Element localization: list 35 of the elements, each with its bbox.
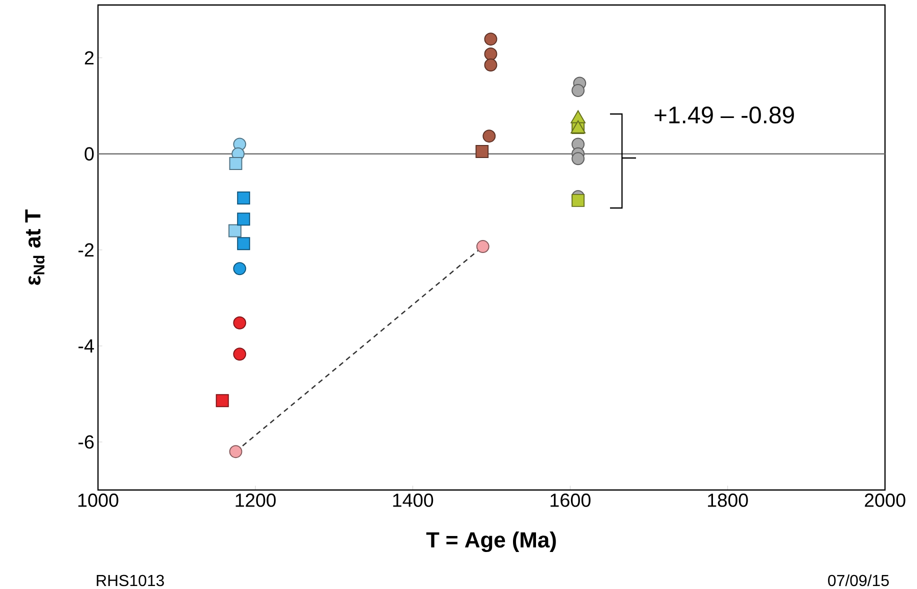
y-tick-label: -2 — [78, 243, 94, 257]
point — [484, 32, 498, 46]
point — [484, 47, 498, 60]
point — [476, 144, 489, 158]
point — [237, 192, 250, 205]
point — [229, 156, 242, 170]
annotation: +1.49 – -0.89 — [654, 106, 794, 124]
text: RHS1013 — [96, 574, 164, 586]
y-axis-title: ε$_{Nd}$ at T — [25, 210, 44, 285]
point — [228, 224, 242, 238]
point — [484, 58, 498, 72]
x-tick-label: 1800 — [708, 494, 748, 507]
point — [229, 445, 242, 458]
y-tick-label: -4 — [78, 339, 94, 352]
y-tick-label: -6 — [78, 435, 94, 449]
y-tick-label: 0 — [84, 147, 94, 161]
x-tick-label: 1000 — [78, 494, 118, 507]
point — [482, 130, 496, 143]
point — [572, 194, 585, 207]
text: 07/09/15 — [828, 574, 889, 586]
x-tick-label: 1200 — [236, 494, 276, 507]
x-axis-title: T = Age (Ma) — [426, 532, 556, 552]
point — [233, 348, 246, 361]
point — [572, 152, 585, 166]
point — [216, 394, 229, 408]
point — [233, 262, 246, 276]
point — [233, 316, 246, 330]
y-tick-label: 2 — [84, 51, 94, 64]
point — [237, 237, 250, 250]
x-tick-label: 1600 — [550, 494, 591, 507]
point — [237, 212, 250, 226]
x-tick-label: 1400 — [393, 494, 434, 507]
x-tick-label: 2000 — [864, 494, 906, 507]
point — [476, 240, 490, 254]
point — [572, 84, 585, 97]
